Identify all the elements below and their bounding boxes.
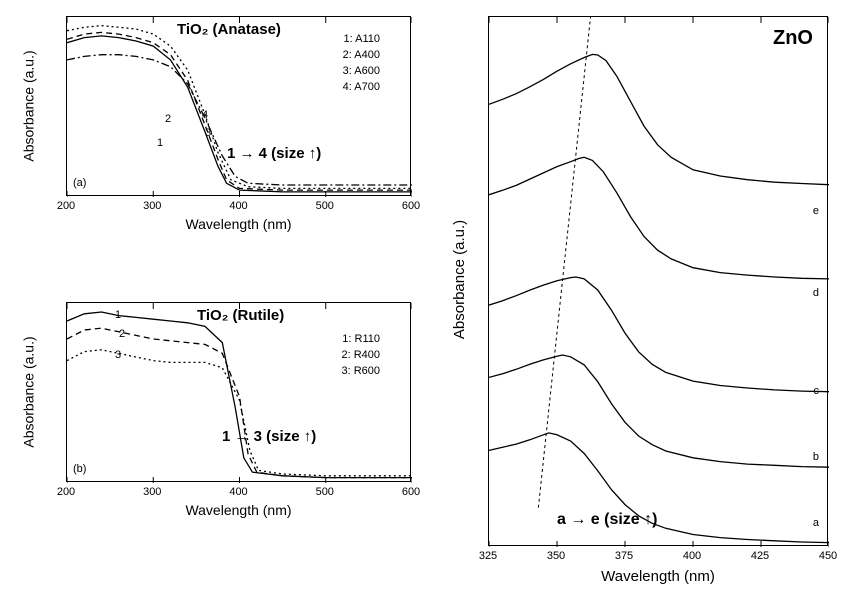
annotation-a: 1 → 4 (size ↑) — [227, 145, 321, 162]
ylabel-c: Absorbance (a.u.) — [451, 220, 468, 339]
curve-tag-b-3: 3 — [115, 349, 121, 361]
legend-a-4: 4: A700 — [343, 81, 380, 93]
curve-tag-b-1: 1 — [115, 309, 121, 321]
xlabel-c: Wavelength (nm) — [488, 568, 828, 585]
chart-area-b: TiO₂ (Rutile) (b) 1 → 3 (size ↑) 1: R110… — [66, 302, 411, 482]
chart-title-a: TiO₂ (Anatase) — [177, 21, 281, 38]
curve-tag-b-2: 2 — [119, 328, 125, 340]
panel-tag-a: (a) — [73, 177, 86, 189]
ylabel-b: Absorbance (a.u.) — [21, 336, 37, 447]
legend-a-1: 1: A110 — [344, 33, 381, 45]
chart-area-a: TiO₂ (Anatase) (a) 1 → 4 (size ↑) 1: A11… — [66, 16, 411, 196]
annotation-c: a → e (size ↑) — [557, 511, 657, 529]
panel-rutile: TiO₂ (Rutile) (b) 1 → 3 (size ↑) 1: R110… — [8, 292, 428, 537]
chart-svg-c — [489, 17, 829, 547]
chart-title-b: TiO₂ (Rutile) — [197, 307, 284, 324]
panel-zno: ZnO a → e (size ↑) a b c d e Absorbance … — [440, 6, 838, 601]
curve-tag-c-e: e — [813, 205, 819, 217]
curve-tag-c-b: b — [813, 451, 819, 463]
curve-tag-c-d: d — [813, 287, 819, 299]
annotation-b: 1 → 3 (size ↑) — [222, 428, 316, 445]
legend-b-1: 1: R110 — [342, 333, 380, 345]
legend-b-2: 2: R400 — [341, 349, 380, 361]
curve-tag-a-1: 1 — [157, 137, 163, 149]
curve-tag-a-2: 2 — [165, 113, 171, 125]
panel-anatase: TiO₂ (Anatase) (a) 1 → 4 (size ↑) 1: A11… — [8, 6, 428, 251]
chart-area-c: ZnO a → e (size ↑) a b c d e — [488, 16, 828, 546]
legend-a-2: 2: A400 — [343, 49, 380, 61]
xlabel-a: Wavelength (nm) — [66, 216, 411, 232]
curve-tag-a-3: 3 — [205, 127, 211, 139]
ylabel-a: Absorbance (a.u.) — [21, 50, 37, 161]
curve-tag-a-4: 4 — [202, 109, 208, 121]
legend-b-3: 3: R600 — [341, 365, 380, 377]
panel-tag-b: (b) — [73, 463, 86, 475]
legend-a-3: 3: A600 — [343, 65, 380, 77]
xlabel-b: Wavelength (nm) — [66, 502, 411, 518]
curve-tag-c-a: a — [813, 517, 819, 529]
curve-tag-c-c: c — [814, 385, 820, 397]
chart-title-c: ZnO — [773, 27, 813, 50]
